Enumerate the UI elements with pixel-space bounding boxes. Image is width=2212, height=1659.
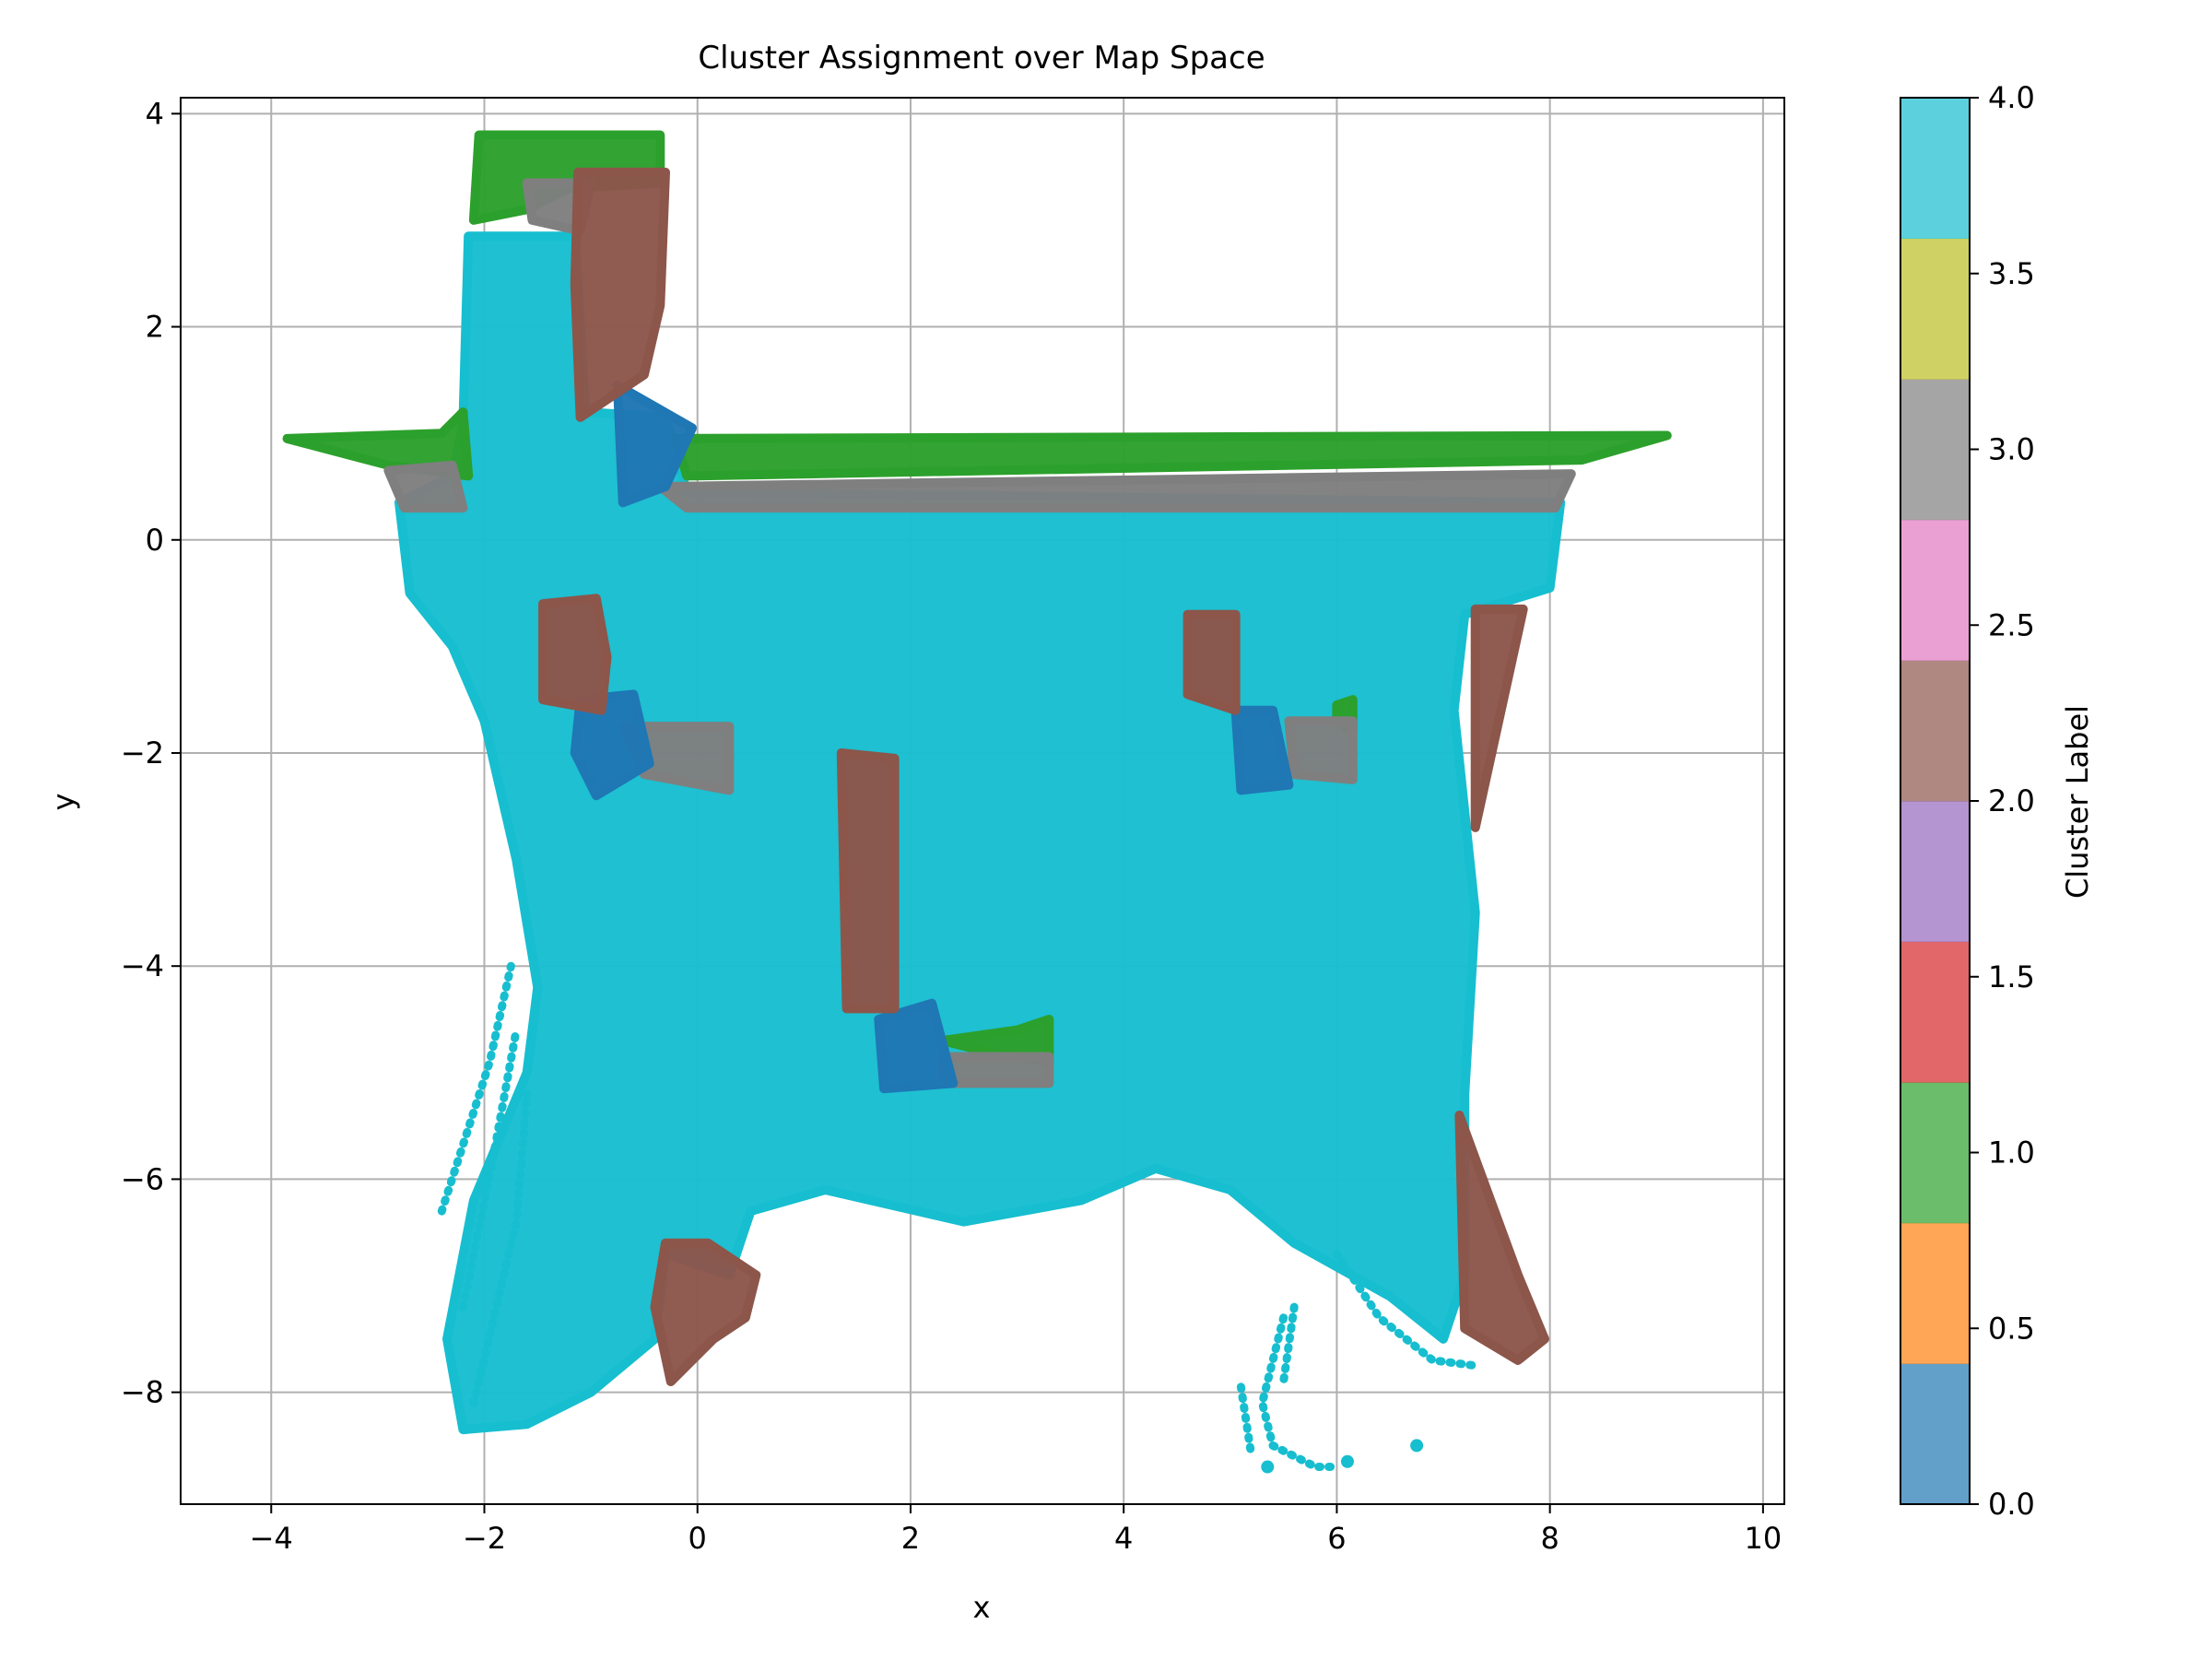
colorbar-segment (1900, 238, 1970, 380)
x-tick-label: −4 (250, 1521, 293, 1556)
colorbar-tick-label: 0.0 (1988, 1487, 2035, 1522)
cluster-2-region (570, 167, 670, 422)
colorbar-segment (1900, 801, 1970, 943)
x-tick-label: −2 (463, 1521, 506, 1556)
cluster-3-group (383, 178, 1576, 1088)
cluster-3-region (383, 460, 468, 513)
cluster-3-region (1284, 716, 1358, 784)
cluster-4-trail (1257, 1313, 1341, 1471)
cluster-4-trail (1236, 1382, 1256, 1461)
y-tick-label: 2 (146, 310, 164, 345)
cluster-0-region (874, 998, 959, 1094)
cluster-4-region (394, 231, 1566, 1435)
cluster-4-group (394, 231, 1566, 1474)
cluster-4-point (1261, 1460, 1275, 1474)
plot-frame (180, 97, 1785, 1505)
y-tick-label: −8 (121, 1375, 164, 1410)
colorbar-segment (1900, 1363, 1970, 1505)
cluster-3-region (655, 469, 1576, 513)
colorbar-segment (1900, 941, 1970, 1083)
cluster-0-group (570, 381, 1294, 1094)
x-tick-label: 10 (1745, 1521, 1783, 1556)
colorbar-segment (1900, 379, 1970, 521)
colorbar-tick-label: 2.0 (1988, 783, 2035, 818)
colorbar-segment (1900, 1082, 1970, 1224)
cluster-3-region (937, 1052, 1054, 1088)
x-axis-label: x (973, 1590, 991, 1625)
cluster-1-region (282, 407, 474, 481)
cluster-4-trail (1279, 1302, 1299, 1386)
colorbar-label: Cluster Label (2060, 705, 2095, 899)
colorbar: 0.0 0.5 1.0 1.5 2.0 2.5 3.0 3.5 4.0 (1900, 80, 2035, 1522)
y-tick-label: 0 (146, 523, 164, 558)
x-tick-label: 2 (901, 1521, 920, 1556)
colorbar-tick-label: 1.5 (1988, 959, 2035, 994)
cluster-4-trail (469, 1089, 532, 1407)
colorbar-tick-label: 1.0 (1988, 1135, 2035, 1171)
y-tick-label: −4 (121, 948, 164, 983)
colorbar-segment (1900, 519, 1970, 661)
x-tick-label: 8 (1540, 1521, 1559, 1556)
colorbar-tick-label: 2.5 (1988, 607, 2035, 642)
cluster-2-region (650, 1238, 761, 1387)
x-tick-label: 6 (1327, 1521, 1346, 1556)
colorbar-tick-label: 4.0 (1988, 80, 2035, 115)
cluster-2-region (1454, 1111, 1549, 1365)
y-axis-ticks: 4 2 0 −2 −4 −6 −8 (121, 96, 181, 1410)
colorbar-segment (1900, 660, 1970, 802)
x-tick-label: 0 (688, 1521, 707, 1556)
cluster-1-region (937, 1015, 1054, 1067)
cluster-2-region (1182, 609, 1241, 715)
y-tick-label: −2 (121, 735, 164, 771)
cluster-4-trail (1332, 1249, 1480, 1371)
cluster-4-point (1410, 1439, 1424, 1453)
chart-title: Cluster Assignment over Map Space (698, 40, 1265, 76)
x-tick-label: 4 (1114, 1521, 1133, 1556)
cluster-2-region (1470, 604, 1528, 832)
y-tick-label: −6 (121, 1161, 164, 1196)
cluster-4-point (1340, 1454, 1354, 1468)
y-axis-label: y (46, 794, 81, 811)
colorbar-segment (1900, 1222, 1970, 1364)
cluster-2-region (836, 748, 900, 1014)
cluster-4-trail (437, 961, 515, 1216)
colorbar-tick-label: 3.5 (1988, 256, 2035, 291)
x-axis-ticks: −4 −2 0 2 4 6 8 10 (250, 1504, 1783, 1556)
cluster-2-group (538, 167, 1549, 1387)
y-tick-label: 4 (146, 96, 164, 131)
cluster-0-region (613, 381, 697, 508)
scatter-marks (282, 130, 1672, 1474)
colorbar-segment (1900, 98, 1970, 240)
cluster-0-region (1230, 705, 1294, 795)
colorbar-tick-label: 3.0 (1988, 432, 2035, 467)
colorbar-tick-label: 0.5 (1988, 1311, 2035, 1346)
cluster-2-region (538, 594, 612, 715)
cluster-1-region (671, 430, 1672, 481)
cluster-4-trail (458, 1026, 521, 1312)
cluster-0-region (570, 689, 654, 801)
